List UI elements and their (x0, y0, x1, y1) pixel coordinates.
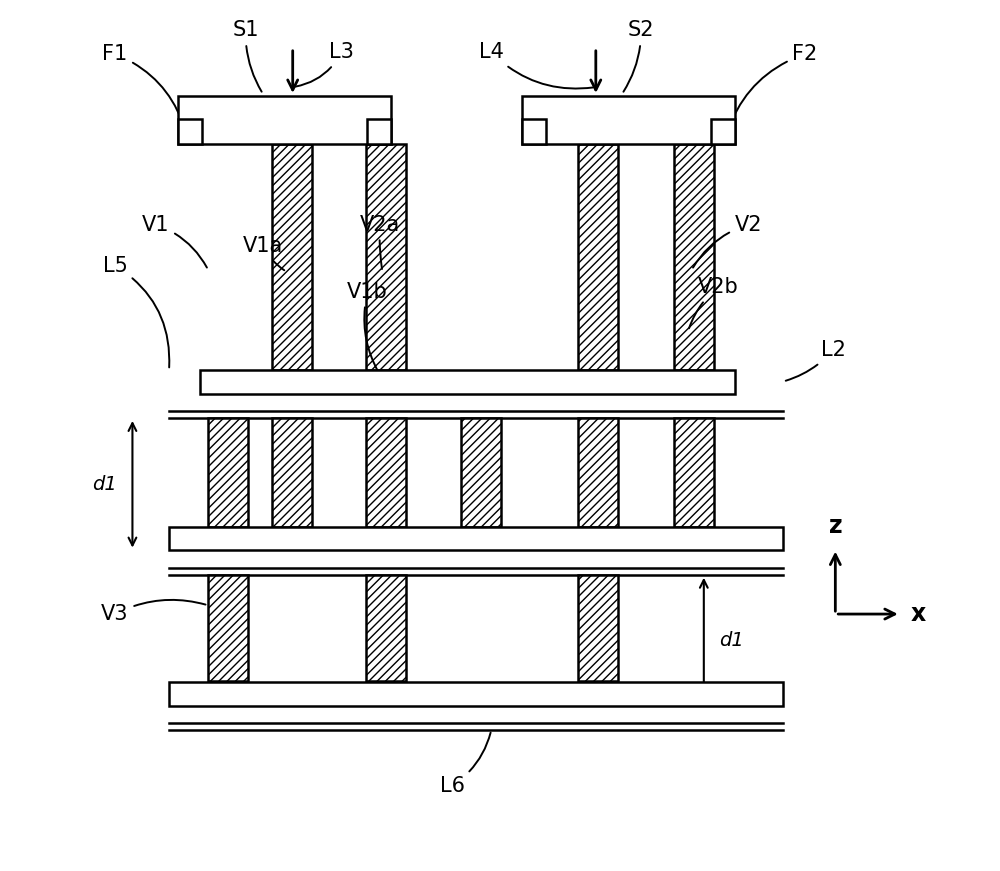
Bar (169, 682, 783, 706)
Text: L2: L2 (786, 341, 845, 381)
Text: V2b: V2b (689, 278, 738, 328)
Text: L4: L4 (479, 43, 593, 89)
Bar (366, 575, 406, 681)
Bar (522, 119, 546, 144)
Bar (711, 119, 735, 144)
Bar (461, 418, 501, 527)
Text: V1b: V1b (347, 282, 388, 372)
Bar (178, 96, 391, 144)
Text: d1: d1 (92, 475, 117, 494)
Text: S1: S1 (232, 21, 262, 91)
Bar (272, 418, 312, 527)
Text: V2a: V2a (360, 215, 400, 269)
Text: V3: V3 (101, 600, 206, 624)
Bar (578, 144, 618, 370)
Text: F2: F2 (727, 44, 817, 132)
Text: V2: V2 (693, 215, 762, 267)
Bar (169, 527, 783, 550)
Bar (208, 575, 248, 681)
Text: x: x (911, 602, 926, 626)
Bar (674, 418, 714, 527)
Bar (366, 418, 406, 527)
Bar (674, 144, 714, 370)
Text: S2: S2 (623, 21, 654, 91)
Bar (208, 418, 248, 527)
Bar (366, 144, 406, 370)
Bar (178, 119, 202, 144)
Text: L5: L5 (103, 256, 169, 368)
Bar (522, 96, 735, 144)
Text: F1: F1 (102, 44, 186, 132)
Bar (578, 418, 618, 527)
Text: d1: d1 (719, 631, 744, 650)
Text: z: z (829, 514, 842, 538)
Text: L6: L6 (440, 733, 491, 795)
Text: V1a: V1a (243, 236, 284, 270)
Bar (578, 575, 618, 681)
Bar (367, 119, 391, 144)
Bar (272, 144, 312, 370)
Bar (200, 370, 735, 394)
Text: L3: L3 (295, 43, 354, 86)
Text: V1: V1 (142, 215, 207, 267)
